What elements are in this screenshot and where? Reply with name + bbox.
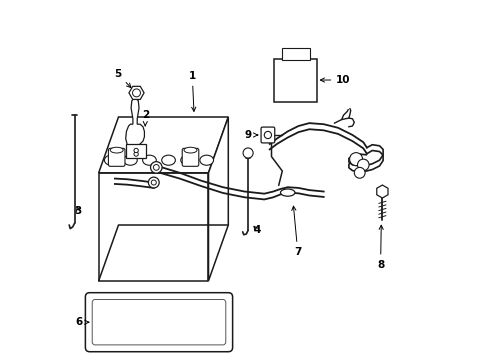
Circle shape — [243, 148, 253, 158]
FancyBboxPatch shape — [85, 293, 232, 352]
Ellipse shape — [123, 155, 137, 165]
Text: 3: 3 — [74, 206, 81, 216]
Circle shape — [264, 131, 271, 139]
Text: 4: 4 — [253, 225, 260, 235]
Polygon shape — [99, 117, 228, 173]
Text: 1: 1 — [188, 71, 196, 111]
Circle shape — [354, 167, 365, 178]
Text: 6: 6 — [75, 317, 89, 327]
Ellipse shape — [200, 155, 213, 165]
Ellipse shape — [104, 155, 118, 165]
Polygon shape — [208, 117, 228, 281]
FancyBboxPatch shape — [126, 144, 145, 158]
Circle shape — [153, 165, 159, 170]
Ellipse shape — [110, 147, 123, 153]
Polygon shape — [125, 97, 144, 146]
Ellipse shape — [183, 147, 197, 153]
FancyBboxPatch shape — [261, 127, 274, 143]
Ellipse shape — [280, 189, 294, 196]
Ellipse shape — [142, 155, 156, 165]
Polygon shape — [99, 173, 208, 281]
Ellipse shape — [181, 155, 194, 165]
Circle shape — [349, 153, 362, 166]
Circle shape — [357, 159, 368, 171]
FancyBboxPatch shape — [274, 59, 317, 102]
FancyBboxPatch shape — [182, 148, 199, 166]
Text: 8: 8 — [376, 225, 384, 270]
Circle shape — [132, 89, 140, 97]
Text: 5: 5 — [114, 69, 131, 87]
Circle shape — [151, 180, 156, 185]
FancyBboxPatch shape — [108, 148, 125, 166]
Circle shape — [134, 152, 138, 156]
Ellipse shape — [162, 155, 175, 165]
Circle shape — [148, 177, 159, 188]
Text: 9: 9 — [244, 130, 257, 140]
Text: 10: 10 — [320, 75, 350, 85]
Circle shape — [150, 162, 162, 173]
Circle shape — [134, 148, 138, 153]
FancyBboxPatch shape — [281, 48, 309, 60]
Text: 2: 2 — [142, 110, 149, 126]
Text: 7: 7 — [291, 206, 301, 257]
